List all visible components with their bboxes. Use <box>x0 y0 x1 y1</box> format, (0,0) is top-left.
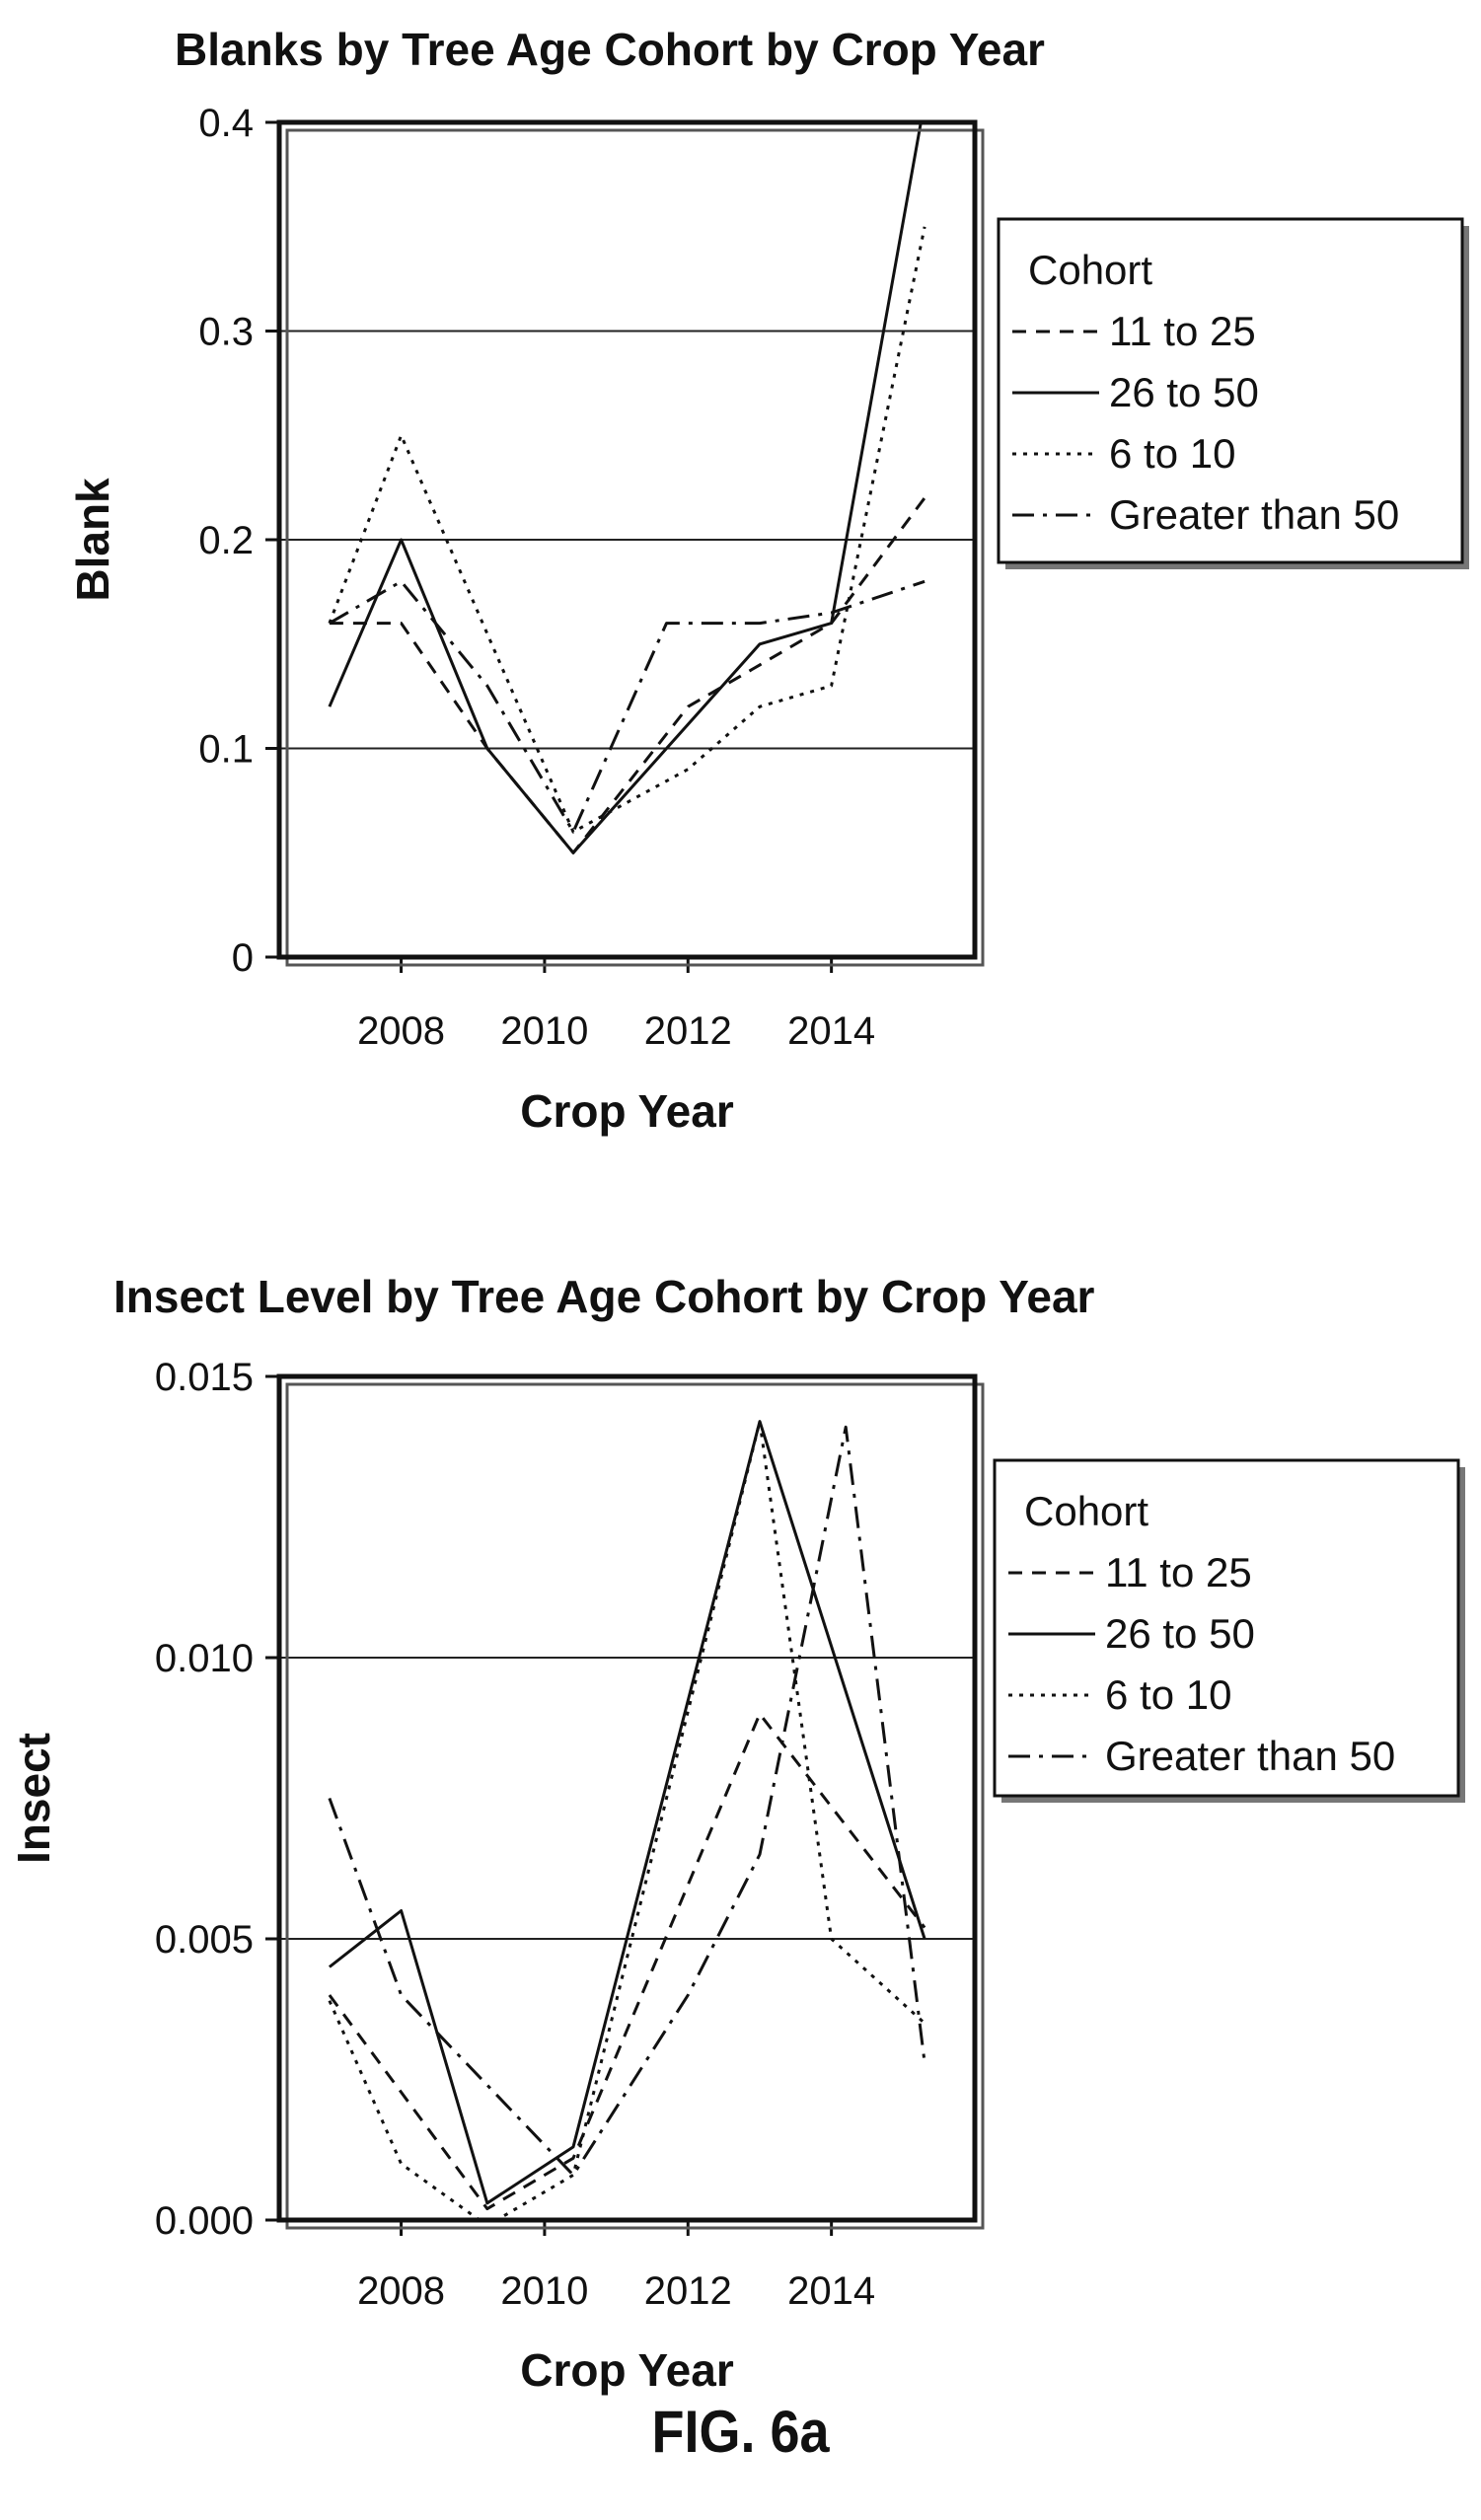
x-tick-label: 2014 <box>787 1009 875 1053</box>
series-line-26-to-50 <box>328 1420 926 2205</box>
y-axis-label: Insect <box>8 1733 59 1864</box>
plot-frame-shadow <box>285 1382 985 2230</box>
series-line-11-to-25 <box>328 1712 926 2211</box>
y-tick-label: 0.015 <box>155 1356 254 1399</box>
series-group <box>328 1420 926 2220</box>
x-tick-label: 2010 <box>500 2269 588 2313</box>
chart-2: Insect Level by Tree Age Cohort by Crop … <box>8 1271 1465 2396</box>
x-tick-label: 2008 <box>357 1009 445 1053</box>
legend-entry: 11 to 25 <box>1109 308 1256 354</box>
y-tick-label: 0.2 <box>198 519 254 562</box>
chart-title: Insect Level by Tree Age Cohort by Crop … <box>113 1271 1095 1322</box>
x-tick-label: 2010 <box>500 1009 588 1053</box>
series-line-greater-than-50 <box>329 579 926 834</box>
y-tick-label: 0.010 <box>155 1637 254 1680</box>
series-line-26-to-50 <box>328 122 923 854</box>
legend-entry: 6 to 10 <box>1105 1671 1231 1718</box>
plot-frame <box>276 1373 978 2223</box>
x-tick-label: 2008 <box>357 2269 445 2313</box>
series-group <box>328 122 926 854</box>
plot-frame-shadow <box>285 128 985 967</box>
legend-entry: 26 to 50 <box>1109 369 1259 415</box>
legend-title: Cohort <box>1024 1488 1148 1534</box>
y-tick-label: 0.1 <box>198 728 254 772</box>
y-tick-label: 0.000 <box>155 2199 254 2243</box>
legend-entry: Greater than 50 <box>1109 491 1399 538</box>
series-line-6-to-10 <box>328 1420 926 2220</box>
x-axis-label: Crop Year <box>520 2344 734 2396</box>
legend-title: Cohort <box>1028 247 1152 293</box>
x-tick-label: 2014 <box>787 2269 875 2313</box>
y-tick-label: 0.4 <box>198 102 254 145</box>
series-line-6-to-10 <box>328 226 926 834</box>
plot-frame <box>276 119 978 960</box>
x-tick-label: 2012 <box>644 2269 732 2313</box>
series-line-11-to-25 <box>329 496 926 854</box>
figure-caption: FIG. 6a <box>651 2399 830 2465</box>
legend-entry: 11 to 25 <box>1105 1549 1252 1595</box>
y-tick-label: 0 <box>232 936 254 980</box>
y-axis-label: Blank <box>67 478 118 602</box>
legend-box <box>993 1458 1460 1798</box>
legend: Cohort 11 to 25 26 to 50 6 to 10 Greater tha… <box>997 217 1469 569</box>
legend: Cohort 11 to 25 26 to 50 6 to 10 Greater tha… <box>993 1458 1465 1803</box>
x-tick-label: 2012 <box>644 1009 732 1053</box>
chart-1: Blanks by Tree Age Cohort by Crop Year 0 0… <box>67 24 1469 1137</box>
chart-title: Blanks by Tree Age Cohort by Crop Year <box>175 24 1045 75</box>
y-tick-label: 0.005 <box>155 1918 254 1962</box>
series-line-greater-than-50 <box>328 1425 926 2177</box>
legend-entry: Greater than 50 <box>1105 1733 1395 1779</box>
y-tick-label: 0.3 <box>198 311 254 354</box>
x-axis-label: Crop Year <box>520 1085 734 1137</box>
legend-box <box>997 217 1464 564</box>
legend-entry: 6 to 10 <box>1109 430 1235 477</box>
legend-entry: 26 to 50 <box>1105 1610 1255 1657</box>
